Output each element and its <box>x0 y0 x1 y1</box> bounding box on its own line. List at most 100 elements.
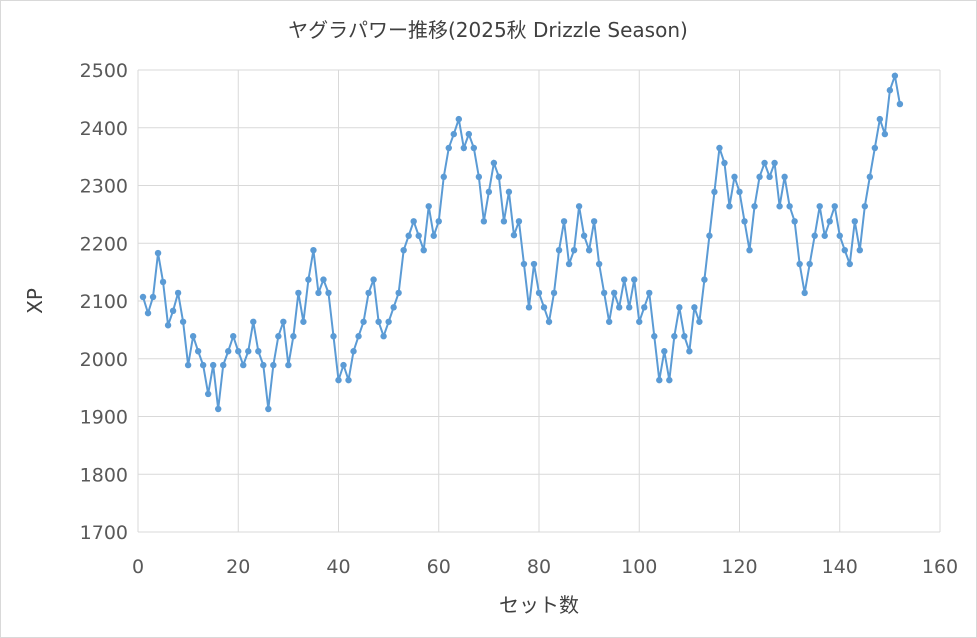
x-tick-label: 80 <box>527 556 551 578</box>
y-tick-label: 2300 <box>80 176 128 198</box>
data-point <box>786 203 793 210</box>
data-point <box>616 304 623 311</box>
data-point <box>325 289 332 297</box>
data-point <box>661 348 668 355</box>
data-point <box>525 304 533 311</box>
data-point <box>174 289 182 297</box>
data-point <box>771 159 778 167</box>
data-point <box>666 376 673 384</box>
data-point <box>490 159 498 167</box>
data-point <box>169 307 177 315</box>
data-point <box>390 304 397 311</box>
data-point <box>285 361 292 369</box>
data-point <box>295 289 302 297</box>
y-tick-label: 2000 <box>80 349 128 371</box>
data-point <box>751 203 758 210</box>
data-point <box>681 333 688 340</box>
data-point <box>240 361 247 369</box>
data-point <box>345 376 352 384</box>
data-point <box>641 304 648 311</box>
data-point <box>761 159 768 167</box>
data-point <box>355 333 362 340</box>
data-point <box>300 318 307 325</box>
data-point <box>385 318 392 325</box>
data-point <box>360 318 367 325</box>
data-point <box>495 173 503 181</box>
x-tick-label: 20 <box>226 556 250 578</box>
data-point <box>380 333 387 340</box>
data-point <box>465 130 473 138</box>
data-point <box>766 173 773 181</box>
data-point <box>350 348 357 355</box>
gridlines <box>137 69 941 533</box>
data-point <box>816 203 823 210</box>
data-point <box>545 318 553 325</box>
data-point <box>881 130 889 138</box>
data-point <box>470 144 478 152</box>
data-point <box>220 361 227 369</box>
data-point <box>726 203 733 210</box>
data-point <box>250 318 257 325</box>
data-point <box>320 276 327 283</box>
data-point <box>515 218 523 225</box>
data-point <box>179 318 187 325</box>
data-point <box>575 203 583 210</box>
data-point <box>520 260 528 268</box>
x-axis-label: セット数 <box>499 593 579 617</box>
data-point <box>716 144 723 152</box>
data-point <box>139 293 147 301</box>
data-point <box>290 333 297 340</box>
data-point <box>199 361 207 369</box>
data-point <box>370 276 377 283</box>
x-tick-label: 40 <box>326 556 350 578</box>
y-tick-label: 2200 <box>80 233 128 255</box>
data-point <box>776 203 783 210</box>
data-point <box>565 260 573 268</box>
data-point <box>841 246 848 254</box>
data-point <box>821 232 828 239</box>
data-point <box>600 289 608 297</box>
data-point <box>275 333 282 340</box>
data-point <box>209 361 217 369</box>
data-point <box>846 260 853 268</box>
data-point <box>410 218 417 225</box>
data-point <box>164 322 172 329</box>
data-point <box>505 188 513 196</box>
x-tick-label: 160 <box>922 556 958 578</box>
data-point <box>876 115 884 123</box>
data-point <box>204 390 212 398</box>
data-point <box>270 361 277 369</box>
data-point <box>696 318 703 325</box>
data-point <box>510 231 518 239</box>
x-tick-label: 0 <box>132 556 144 578</box>
data-point <box>395 289 402 297</box>
data-point <box>315 289 322 297</box>
data-point <box>781 173 788 181</box>
data-point <box>149 293 157 301</box>
data-point <box>159 278 167 286</box>
data-point <box>430 232 437 239</box>
data-point <box>836 232 843 239</box>
data-point <box>215 405 222 413</box>
tick-labels: 1700 1800 1900 2000 2100 2200 2300 2400 2500 0 20 4… <box>80 60 958 578</box>
x-tick-label: 60 <box>427 556 451 578</box>
data-point <box>265 405 272 413</box>
data-point <box>335 376 342 384</box>
data-point <box>280 318 287 325</box>
data-point <box>530 260 538 268</box>
data-point <box>555 246 563 254</box>
data-point <box>480 218 488 225</box>
data-point <box>731 173 738 181</box>
data-point <box>646 289 653 297</box>
data-point <box>701 276 708 283</box>
data-point <box>686 348 693 355</box>
data-point <box>891 72 899 79</box>
x-tick-label: 100 <box>621 556 657 578</box>
data-point <box>811 232 818 239</box>
data-point <box>791 218 798 225</box>
series-points <box>139 72 904 413</box>
data-point <box>340 361 347 369</box>
data-point <box>435 218 442 225</box>
data-point <box>440 173 447 181</box>
data-point <box>671 333 678 340</box>
